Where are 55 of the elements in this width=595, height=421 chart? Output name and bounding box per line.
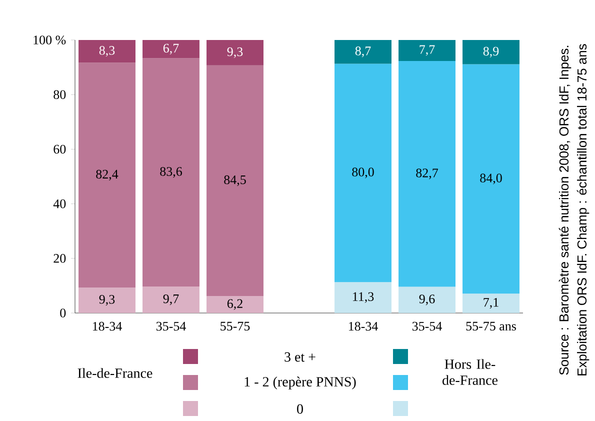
bar — [334, 282, 392, 314]
bar — [78, 62, 136, 288]
source-note: Source : Baromètre santé nutrition 2008, ORS IdF, Inpes. — [558, 46, 572, 375]
bar — [206, 65, 264, 296]
data-label: 84,0 — [480, 174, 502, 184]
data-label: 6,7 — [163, 44, 179, 54]
bar — [398, 286, 456, 314]
text: 1 - 2 (repère PNNS) — [244, 376, 356, 390]
x-tick-label: 35-54 — [156, 322, 186, 331]
bar — [462, 64, 520, 294]
data-label: 9,7 — [163, 294, 179, 306]
bar — [206, 40, 264, 66]
data-label: 9,3 — [227, 47, 243, 58]
x-tick-label: 55-75 ans — [466, 322, 516, 331]
text: 3 et + — [284, 352, 316, 362]
bar — [78, 40, 136, 63]
bar — [334, 64, 392, 282]
y-tick-label: 80 — [54, 90, 66, 99]
x-tick-label: 55-75 — [220, 322, 250, 331]
y-tick-label: 0 — [60, 308, 66, 318]
text: Exploitation ORS IdF. Champ : échantillon total 18-75 ans — [576, 44, 590, 376]
data-label: 80,0 — [352, 168, 374, 178]
bar — [462, 40, 520, 64]
bar — [78, 288, 136, 314]
data-label: 82,4 — [96, 170, 118, 180]
y-tick-label: 20 — [54, 254, 66, 263]
x-tick-label: 18-34 — [348, 322, 378, 331]
data-label: 82,7 — [416, 168, 438, 180]
data-label: 8,3 — [99, 46, 115, 57]
x-tick-label: 18-34 — [92, 322, 122, 331]
data-label: 9,3 — [99, 295, 115, 306]
y-tick-label: 40 — [53, 199, 66, 208]
bar — [398, 61, 456, 287]
data-label: 84,5 — [224, 175, 246, 186]
data-label: 9,6 — [419, 294, 435, 306]
bar — [462, 294, 520, 314]
legend-title: Ile-de-France — [78, 368, 152, 378]
bar — [398, 40, 456, 62]
data-label: 8,9 — [483, 46, 499, 58]
text: Hors Ile-de-France — [442, 359, 498, 385]
data-label: 8,7 — [355, 46, 371, 58]
x-tick-label: 35-54 — [412, 322, 442, 331]
bar — [142, 40, 200, 58]
data-label: 7,1 — [484, 298, 498, 309]
data-label: 83,6 — [160, 167, 182, 178]
data-label: 6,2 — [227, 299, 242, 310]
data-label: 7,7 — [420, 45, 435, 56]
y-tick-label: 60 — [54, 144, 66, 154]
text: 0 — [297, 404, 303, 414]
bar — [142, 58, 200, 287]
data-label: 11,3 — [353, 292, 374, 303]
bar — [206, 296, 264, 314]
bar — [142, 286, 200, 314]
y-tick-label: 100 % — [34, 36, 66, 44]
bar — [334, 40, 392, 64]
